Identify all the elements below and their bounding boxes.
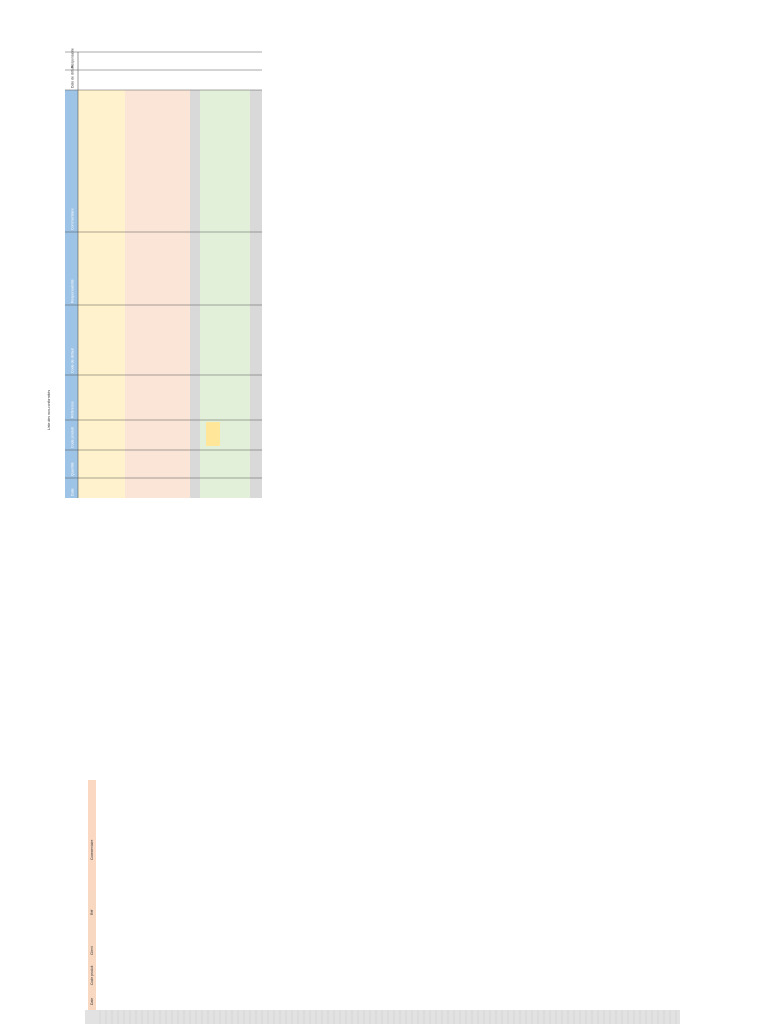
column-header: Commentaire: [90, 840, 94, 860]
lower-table: [85, 780, 680, 1024]
column-header: Date: [71, 488, 75, 496]
upper-table: [65, 51, 262, 498]
highlight-cell: [206, 422, 220, 446]
grid: [65, 51, 262, 498]
column-header: Responsabilité: [71, 279, 75, 303]
column-header: Code produit: [71, 427, 75, 448]
column-header: Code de défaut: [71, 348, 75, 373]
column-header: Réf: [90, 910, 94, 915]
column-header: Commentaire: [71, 208, 75, 230]
column-header: Date de clôture: [71, 65, 75, 88]
column-header: Référence: [71, 401, 75, 418]
column-header: Code produit: [90, 966, 94, 985]
column-header: Client: [90, 946, 94, 955]
column-header: Responsable: [71, 48, 75, 68]
row-band: [125, 90, 190, 498]
title: Liste des non-conformités: [47, 390, 51, 430]
column-header: Date: [90, 998, 94, 1005]
column-header: Quantité: [71, 462, 75, 476]
row-band: [190, 90, 200, 498]
row-numbers: [85, 1010, 680, 1024]
row-band: [250, 90, 262, 498]
header-band: [65, 90, 78, 498]
header-band: [88, 780, 96, 1010]
row-band: [78, 90, 125, 498]
